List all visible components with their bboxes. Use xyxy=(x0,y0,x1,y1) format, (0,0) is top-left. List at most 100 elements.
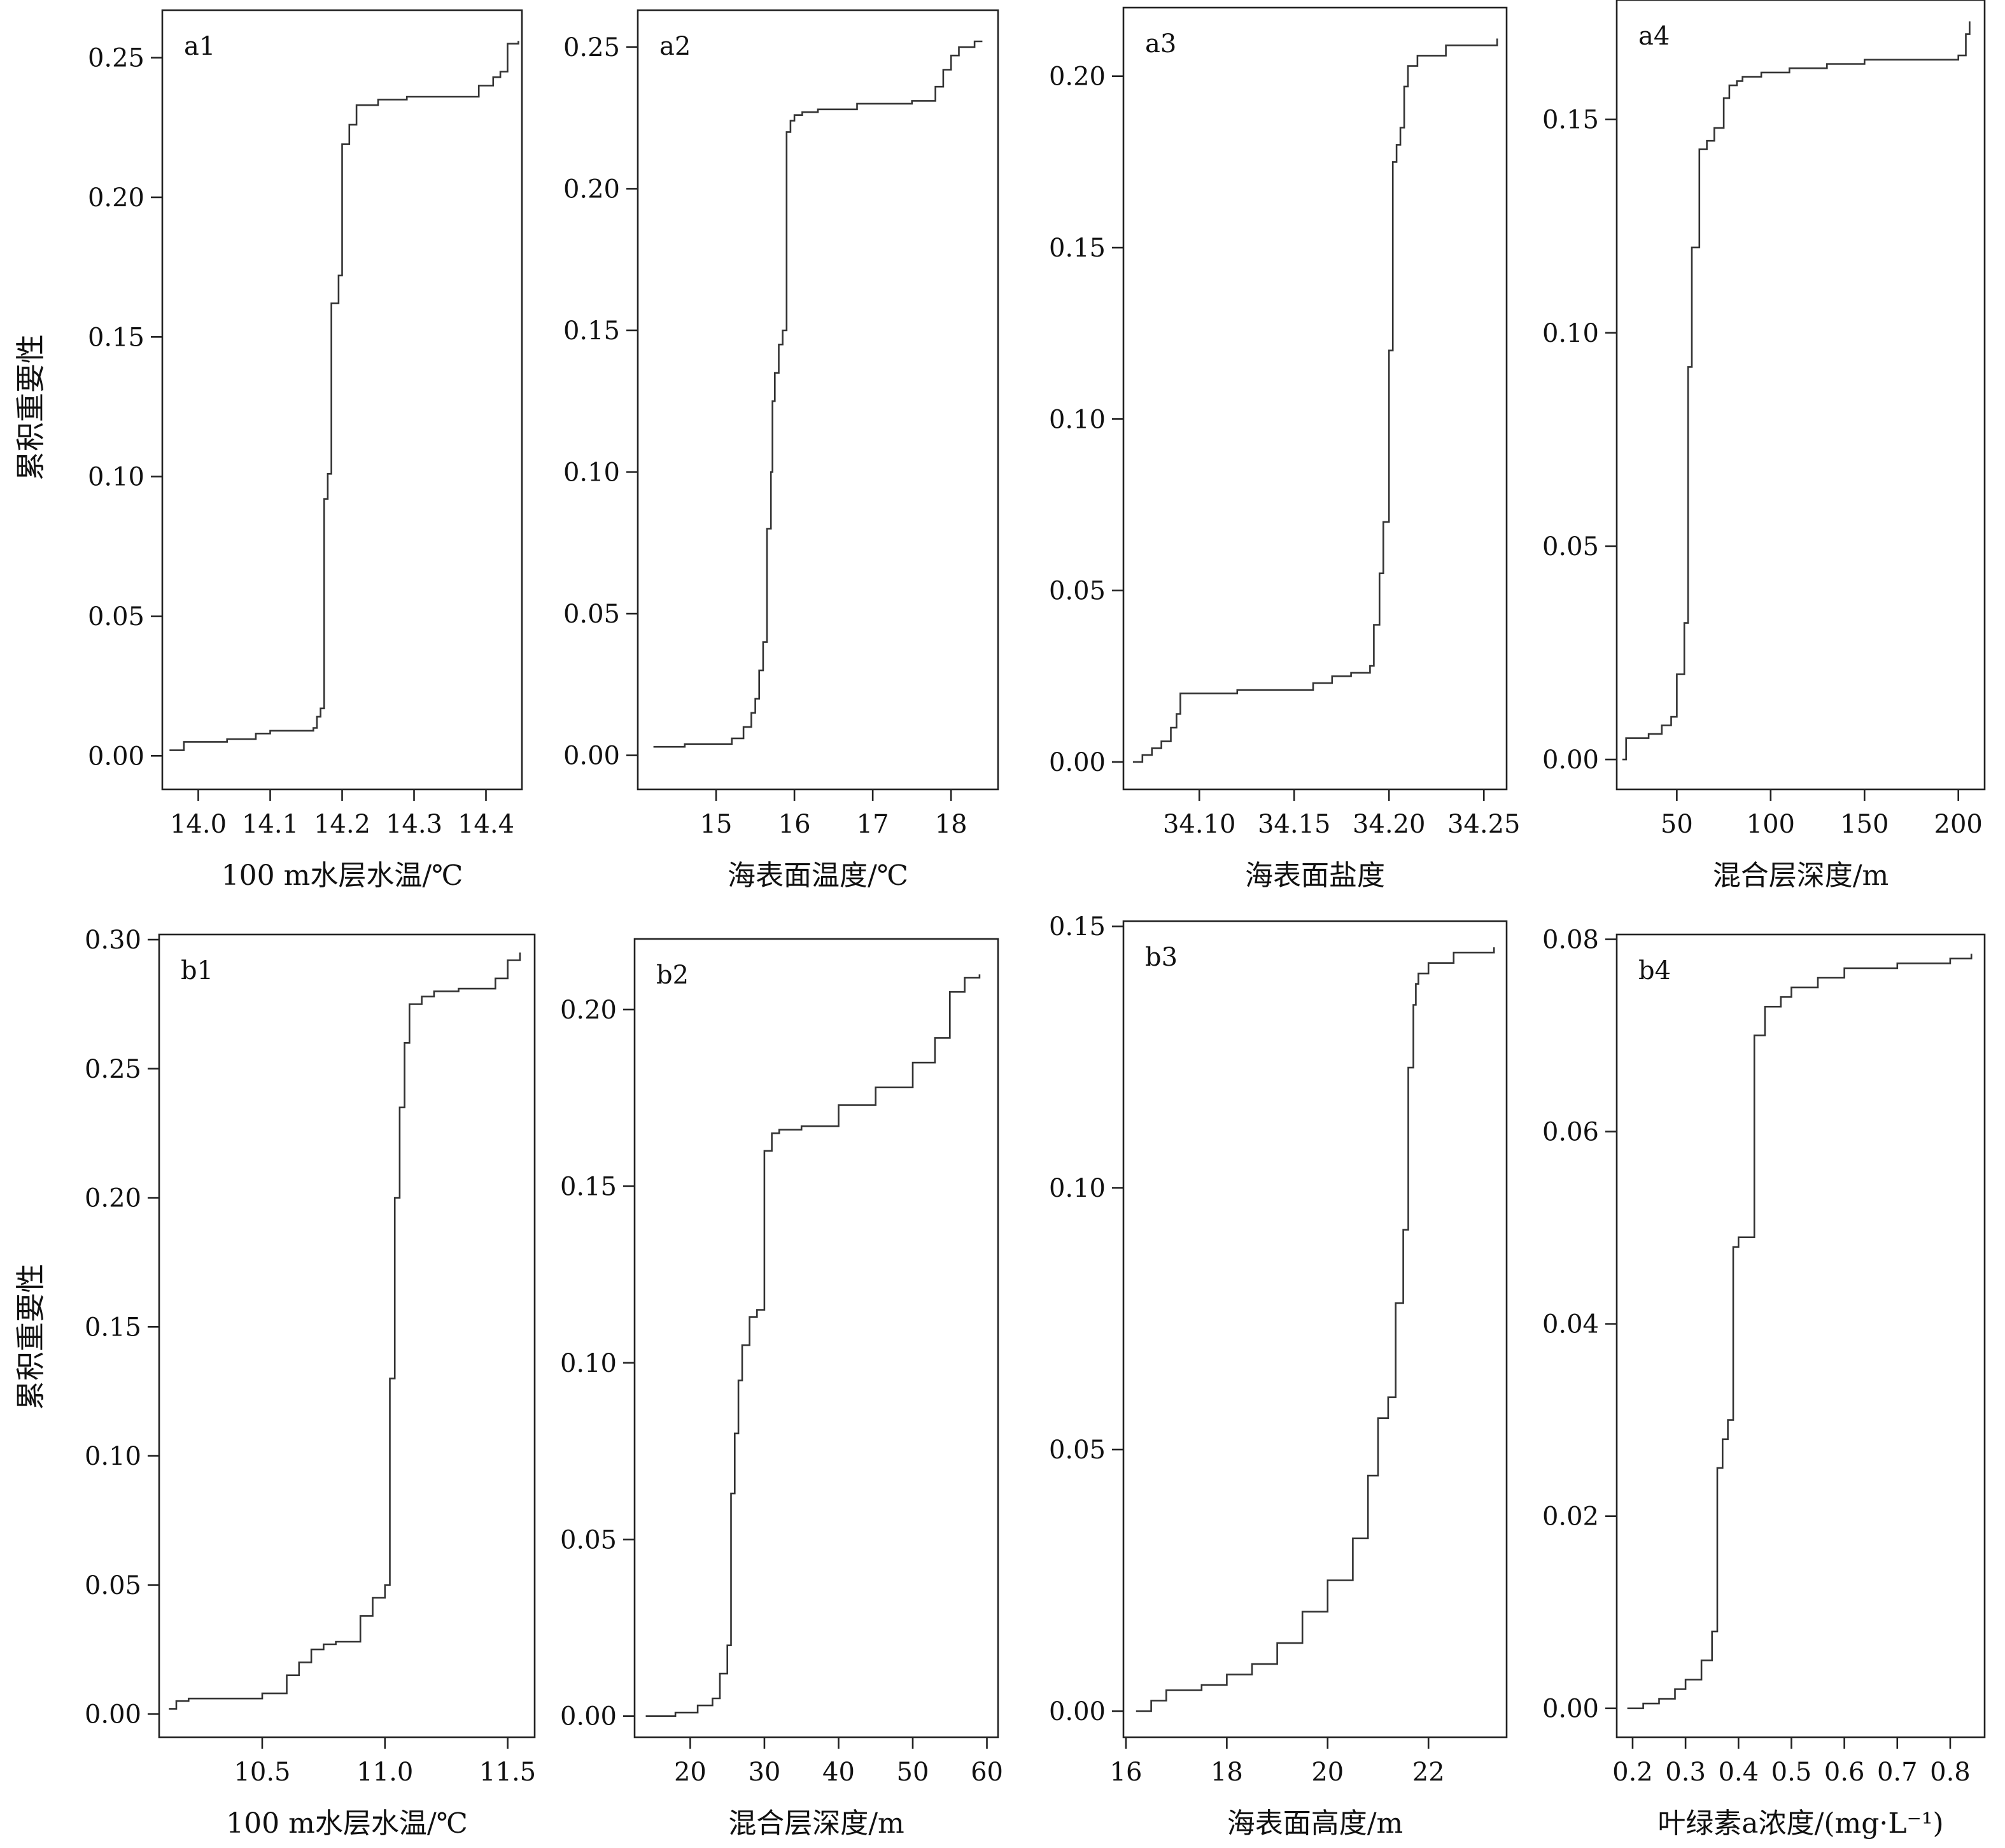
y-tick-label: 0.15 xyxy=(1542,106,1599,135)
x-tick-label: 60 xyxy=(971,1758,1003,1787)
x-tick-label: 18 xyxy=(1211,1758,1243,1787)
y-axis-title-bottom: 累积重要性 xyxy=(13,1264,48,1410)
x-tick-label: 200 xyxy=(1934,810,1983,839)
x-tick-label: 17 xyxy=(857,810,889,839)
x-axis-title: 海表面高度/m xyxy=(1227,1807,1404,1840)
plot-frame xyxy=(633,938,999,1739)
x-axis-title: 海表面温度/℃ xyxy=(728,859,908,892)
x-tick-label: 10.5 xyxy=(234,1758,290,1787)
panel-a2: a2 15 16 17 18 0.00 0.05 0.10 0.15 0.20 0.25 海表面温度/… xyxy=(563,9,999,892)
x-tick-label: 16 xyxy=(1110,1758,1143,1787)
x-tick-label: 0.3 xyxy=(1665,1758,1706,1787)
y-tick-label: 0.15 xyxy=(88,323,144,352)
x-axis-title: 混合层深度/m xyxy=(1713,859,1889,892)
panel-grid: a1 14.0 14.1 14.2 14.3 14.4 0.00 0.05 0.10 0.15 0.… xyxy=(85,0,1986,1840)
x-tick-label: 11.5 xyxy=(479,1758,536,1787)
x-axis-title: 100 m水层水温/℃ xyxy=(226,1807,468,1840)
x-tick-label: 14.1 xyxy=(242,810,299,839)
y-tick-label: 0.05 xyxy=(563,600,620,629)
y-tick-label: 0.15 xyxy=(563,316,620,346)
x-tick-label: 30 xyxy=(748,1758,780,1787)
x-tick-label: 14.0 xyxy=(170,810,227,839)
y-tick-label: 0.20 xyxy=(560,996,617,1025)
panel-b2: b2 20 30 40 50 60 0.00 0.05 0.10 0.15 0.20 混合层深度/m xyxy=(560,938,1003,1840)
panel-b4: b4 0.2 0.3 0.4 0.5 0.6 0.7 0.8 0.00 0.02 0.04 0.06 0… xyxy=(1542,926,1986,1840)
x-tick-label: 0.5 xyxy=(1771,1758,1812,1787)
x-tick-label: 34.25 xyxy=(1447,810,1521,839)
x-tick-label: 14.3 xyxy=(386,810,442,839)
y-tick-label: 0.00 xyxy=(560,1702,617,1732)
x-tick-label: 14.4 xyxy=(458,810,514,839)
plot-frame xyxy=(637,9,999,791)
x-tick-label: 0.8 xyxy=(1930,1758,1971,1787)
x-tick-label: 14.2 xyxy=(314,810,370,839)
panel-label: a2 xyxy=(659,32,691,61)
x-tick-label: 34.15 xyxy=(1258,810,1331,839)
x-tick-label: 100 xyxy=(1747,810,1795,839)
y-tick-label: 0.05 xyxy=(560,1525,617,1555)
x-tick-label: 11.0 xyxy=(356,1758,413,1787)
x-tick-label: 20 xyxy=(1311,1758,1344,1787)
panel-b3: b3 16 18 20 22 0.00 0.05 0.10 0.15 海表面高度/m xyxy=(1049,912,1508,1840)
panel-b1: b1 10.5 11.0 11.5 0.00 0.05 0.10 0.15 0.20 0.25 0.… xyxy=(85,926,536,1840)
x-tick-label: 22 xyxy=(1412,1758,1445,1787)
y-tick-label: 0.08 xyxy=(1542,926,1599,955)
panel-a4: a4 50 100 150 200 0.00 0.05 0.10 0.15 混合层深度/m xyxy=(1542,0,1986,892)
y-tick-label: 0.10 xyxy=(85,1442,141,1471)
y-tick-label: 0.20 xyxy=(1049,62,1106,92)
series-line-a2 xyxy=(653,40,983,748)
x-tick-label: 150 xyxy=(1840,810,1889,839)
y-tick-label: 0.15 xyxy=(1049,912,1106,942)
y-tick-label: 0.10 xyxy=(1542,319,1599,348)
x-tick-label: 0.7 xyxy=(1877,1758,1918,1787)
x-axis-title: 海表面盐度 xyxy=(1245,859,1385,892)
panel-label: b4 xyxy=(1638,956,1671,985)
x-tick-label: 0.4 xyxy=(1718,1758,1759,1787)
y-tick-label: 0.15 xyxy=(1049,234,1106,263)
x-tick-label: 34.10 xyxy=(1163,810,1236,839)
series-line-a3 xyxy=(1132,38,1498,763)
series-line-b1 xyxy=(169,952,521,1710)
y-tick-label: 0.25 xyxy=(85,1055,141,1084)
y-tick-label: 0.00 xyxy=(1542,1695,1599,1724)
y-tick-label: 0.20 xyxy=(88,183,144,213)
y-axis-title-top: 累积重要性 xyxy=(13,334,48,481)
panel-label: a4 xyxy=(1638,22,1670,51)
x-tick-label: 20 xyxy=(674,1758,707,1787)
y-tick-label: 0.10 xyxy=(1049,405,1106,434)
x-tick-label: 0.6 xyxy=(1824,1758,1865,1787)
plot-frame xyxy=(1615,0,1986,791)
plot-frame xyxy=(1122,920,1508,1739)
y-tick-label: 0.05 xyxy=(1049,577,1106,606)
y-tick-label: 0.00 xyxy=(1049,748,1106,777)
x-axis-title: 叶绿素a浓度/(mg·L⁻¹) xyxy=(1657,1807,1943,1840)
plot-frame xyxy=(1615,933,1986,1739)
x-tick-label: 18 xyxy=(935,810,967,839)
series-line-b4 xyxy=(1627,954,1973,1709)
x-tick-label: 34.20 xyxy=(1353,810,1426,839)
y-tick-label: 0.15 xyxy=(85,1313,141,1342)
panel-label: b1 xyxy=(181,956,213,985)
panel-label: a3 xyxy=(1145,29,1176,59)
y-tick-label: 0.02 xyxy=(1542,1502,1599,1532)
plot-frame xyxy=(158,933,536,1739)
panel-label: b3 xyxy=(1145,943,1178,972)
y-tick-label: 0.15 xyxy=(560,1172,617,1201)
y-tick-label: 0.05 xyxy=(1049,1435,1106,1465)
panel-label: a1 xyxy=(184,32,215,61)
panel-a1: a1 14.0 14.1 14.2 14.3 14.4 0.00 0.05 0.10 0.15 0.… xyxy=(88,9,523,892)
series-line-a4 xyxy=(1622,21,1971,761)
series-line-b2 xyxy=(645,974,981,1717)
x-tick-label: 15 xyxy=(700,810,733,839)
y-tick-label: 0.10 xyxy=(563,458,620,487)
y-tick-label: 0.10 xyxy=(1049,1174,1106,1203)
y-tick-label: 0.04 xyxy=(1542,1310,1599,1339)
y-tick-label: 0.05 xyxy=(1542,532,1599,561)
y-tick-label: 0.00 xyxy=(88,742,144,771)
y-tick-label: 0.25 xyxy=(88,44,144,73)
plot-frame xyxy=(161,9,523,791)
y-tick-label: 0.00 xyxy=(563,742,620,771)
y-tick-label: 0.30 xyxy=(85,926,141,955)
y-tick-label: 0.00 xyxy=(85,1700,141,1730)
